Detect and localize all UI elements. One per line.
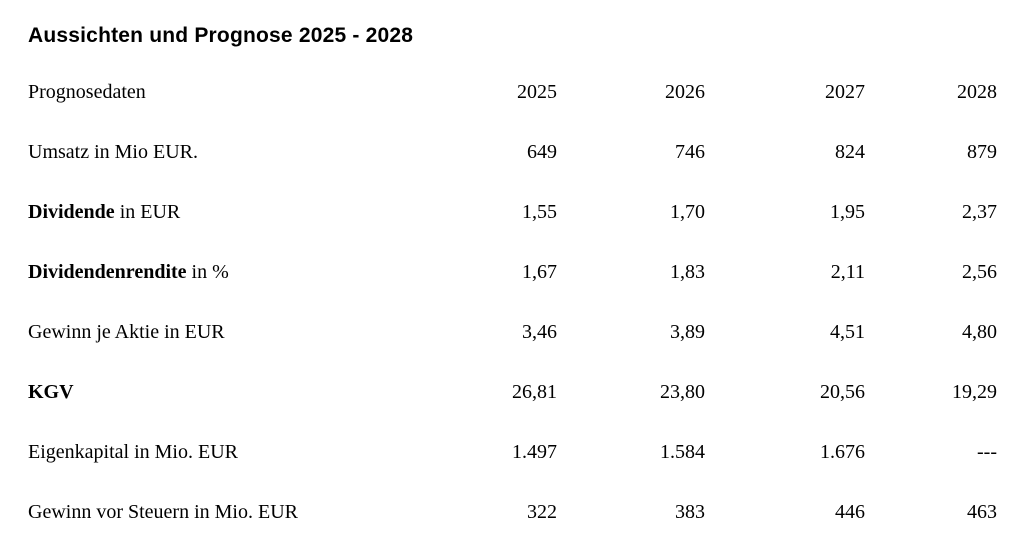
row-label: Gewinn vor Steuern in Mio. EUR	[28, 502, 437, 522]
table-header-row: Prognosedaten 2025 2026 2027 2028	[28, 62, 997, 122]
table-row-eigenkapital: Eigenkapital in Mio. EUR 1.497 1.584 1.6…	[28, 422, 997, 482]
row-label-bold: KGV	[28, 381, 74, 403]
row-label-rest: in %	[186, 261, 229, 283]
cell-value: 1.584	[660, 441, 705, 463]
cell-value: 1,55	[522, 201, 557, 223]
row-label: Dividendenrendite in %	[28, 262, 437, 282]
row-label: Eigenkapital in Mio. EUR	[28, 442, 437, 462]
cell-value: 463	[967, 501, 997, 523]
cell-value: 649	[527, 141, 557, 163]
table-row-dividendenrendite: Dividendenrendite in % 1,67 1,83 2,11 2,…	[28, 242, 997, 302]
table-row-dividende: Dividende in EUR 1,55 1,70 1,95 2,37	[28, 182, 997, 242]
cell-value: 2,37	[962, 201, 997, 223]
row-label-rest: Gewinn vor Steuern in Mio. EUR	[28, 501, 298, 523]
cell-value: 2,56	[962, 261, 997, 283]
cell-value: 4,51	[830, 321, 865, 343]
row-label: Dividende in EUR	[28, 202, 437, 222]
row-label-bold: Dividendenrendite	[28, 261, 187, 283]
cell-value: 3,46	[522, 321, 557, 343]
cell-value: 19,29	[952, 381, 997, 403]
column-header-year-2025: 2025	[517, 81, 557, 103]
row-label: KGV	[28, 382, 437, 402]
row-label-rest: Eigenkapital in Mio. EUR	[28, 441, 238, 463]
column-header-year-2028: 2028	[957, 81, 997, 103]
cell-value: 1,95	[830, 201, 865, 223]
table-row-gewinn-je-aktie: Gewinn je Aktie in EUR 3,46 3,89 4,51 4,…	[28, 302, 997, 362]
cell-value: 1,70	[670, 201, 705, 223]
cell-value: 446	[835, 501, 865, 523]
cell-value: 23,80	[660, 381, 705, 403]
cell-value: ---	[977, 441, 997, 463]
cell-value: 2,11	[830, 261, 865, 283]
column-header-year-2027: 2027	[825, 81, 865, 103]
cell-value: 26,81	[512, 381, 557, 403]
cell-value: 3,89	[670, 321, 705, 343]
cell-value: 20,56	[820, 381, 865, 403]
row-label: Umsatz in Mio EUR.	[28, 142, 437, 162]
cell-value: 824	[835, 141, 865, 163]
cell-value: 322	[527, 501, 557, 523]
cell-value: 746	[675, 141, 705, 163]
forecast-table: Prognosedaten 2025 2026 2027 2028 Umsatz…	[28, 62, 997, 542]
cell-value: 1.676	[820, 441, 865, 463]
column-header-year-2026: 2026	[665, 81, 705, 103]
cell-value: 1,83	[670, 261, 705, 283]
row-label-rest: Umsatz in Mio EUR.	[28, 141, 198, 163]
row-label-rest: Gewinn je Aktie in EUR	[28, 321, 225, 343]
row-label: Gewinn je Aktie in EUR	[28, 322, 437, 342]
cell-value: 4,80	[962, 321, 997, 343]
row-label-rest: in EUR	[114, 201, 181, 223]
page-title: Aussichten und Prognose 2025 - 2028	[28, 24, 414, 47]
table-row-umsatz: Umsatz in Mio EUR. 649 746 824 879	[28, 122, 997, 182]
cell-value: 383	[675, 501, 705, 523]
cell-value: 1,67	[522, 261, 557, 283]
row-label-bold: Dividende	[28, 201, 115, 223]
table-row-kgv: KGV 26,81 23,80 20,56 19,29	[28, 362, 997, 422]
column-header-label: Prognosedaten	[28, 81, 146, 103]
cell-value: 879	[967, 141, 997, 163]
cell-value: 1.497	[512, 441, 557, 463]
table-row-gewinn-vor-steuern: Gewinn vor Steuern in Mio. EUR 322 383 4…	[28, 482, 997, 542]
